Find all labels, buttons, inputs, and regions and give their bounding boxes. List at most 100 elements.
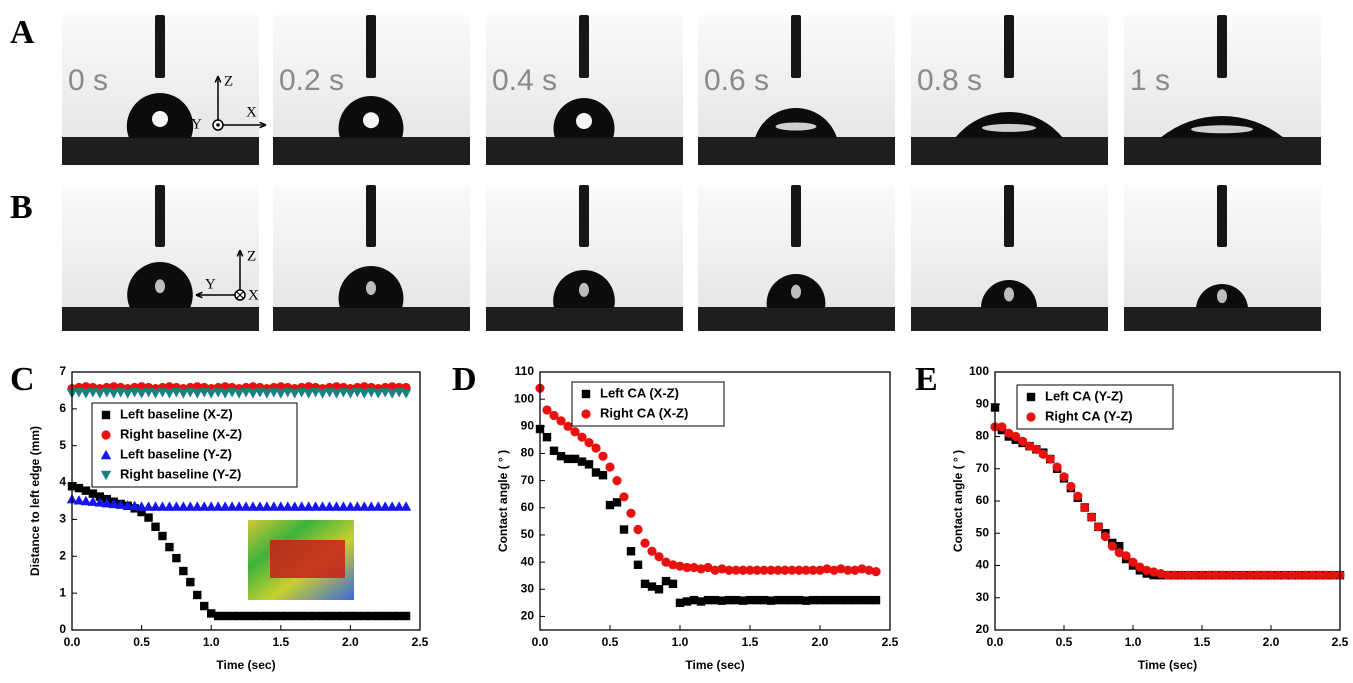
axis-dot (216, 123, 220, 127)
axis-cross (236, 291, 244, 299)
substrate (486, 137, 683, 165)
droplet-highlight (576, 113, 592, 129)
y-tick-label: 100 (969, 364, 989, 378)
marker (393, 501, 405, 511)
marker (661, 557, 671, 567)
substrate (1124, 137, 1321, 165)
legend-label: Right CA (Y-Z) (1045, 408, 1133, 423)
x-tick-label: 1.5 (1194, 635, 1211, 649)
marker (766, 596, 776, 605)
marker (612, 498, 622, 507)
marker (822, 564, 832, 574)
marker (332, 611, 341, 621)
y-tick-label: 60 (521, 500, 535, 514)
x-axis-label: Time (sec) (216, 658, 275, 672)
marker (1038, 449, 1048, 459)
marker (1266, 570, 1276, 580)
marker (731, 565, 741, 575)
marker (387, 611, 397, 621)
marker (1093, 522, 1104, 532)
marker (724, 565, 734, 575)
marker (703, 595, 713, 605)
arrow-head (236, 249, 244, 257)
marker (850, 595, 860, 605)
y-tick-label: 30 (976, 590, 990, 604)
marker (556, 416, 566, 426)
y-tick-label: 60 (976, 493, 990, 507)
panel-label: E (915, 361, 938, 398)
marker (359, 389, 370, 399)
marker (303, 501, 314, 511)
marker (1190, 570, 1200, 580)
marker (1273, 570, 1283, 580)
marker (373, 389, 384, 399)
marker (178, 389, 189, 399)
marker (745, 595, 755, 605)
substrate (1124, 307, 1321, 331)
needle (155, 185, 165, 247)
droplet-highlight (152, 111, 168, 127)
marker (275, 389, 286, 399)
substrate (62, 307, 259, 331)
x-tick-label: 0.5 (602, 635, 619, 649)
legend-label: Right baseline (Y-Z) (120, 466, 241, 481)
marker (331, 501, 342, 511)
marker (360, 611, 369, 621)
marker (1114, 548, 1124, 558)
marker (1238, 570, 1248, 580)
marker (752, 595, 762, 605)
legend-label: Left CA (X-Z) (600, 385, 679, 400)
marker (193, 590, 202, 600)
axis-name: Y (191, 116, 202, 132)
x-tick-label: 1.5 (742, 635, 759, 649)
marker (1183, 570, 1193, 580)
marker (1142, 565, 1152, 575)
marker (374, 611, 383, 621)
legend-marker (101, 410, 111, 420)
marker (151, 522, 160, 531)
marker (640, 538, 650, 548)
marker (289, 501, 300, 511)
marker (240, 501, 252, 511)
legend-marker (1026, 392, 1036, 402)
time-label: 0.2 s (279, 64, 344, 97)
marker (570, 454, 580, 464)
x-tick-label: 2.0 (342, 635, 359, 649)
marker (619, 492, 629, 502)
marker (1059, 472, 1069, 482)
marker (310, 501, 321, 511)
marker (836, 595, 846, 605)
marker (584, 438, 594, 448)
droplet-highlight (1004, 287, 1014, 302)
legend-box (91, 402, 298, 488)
marker (137, 507, 146, 517)
y-tick-label: 70 (521, 473, 535, 487)
marker (794, 565, 804, 575)
marker (696, 597, 706, 606)
marker (801, 596, 811, 605)
x-tick-label: 2.5 (882, 635, 899, 649)
y-tick-label: 100 (514, 391, 534, 405)
marker (773, 595, 783, 605)
marker (857, 564, 867, 574)
marker (647, 582, 657, 591)
needle (791, 185, 801, 247)
marker (780, 565, 790, 575)
marker (563, 454, 573, 464)
droplet-highlight (579, 282, 589, 297)
marker (1107, 541, 1117, 551)
marker (577, 457, 587, 466)
panel-label: A (10, 14, 35, 51)
plot-frame (539, 371, 891, 631)
marker (549, 446, 559, 455)
marker (1169, 570, 1179, 580)
marker (598, 471, 608, 480)
arrow-head (259, 121, 267, 129)
marker (780, 595, 790, 605)
marker (199, 501, 210, 511)
marker (815, 595, 825, 605)
marker (843, 565, 853, 575)
panel-label: D (452, 361, 477, 398)
marker (1245, 570, 1255, 580)
marker (1300, 570, 1311, 580)
